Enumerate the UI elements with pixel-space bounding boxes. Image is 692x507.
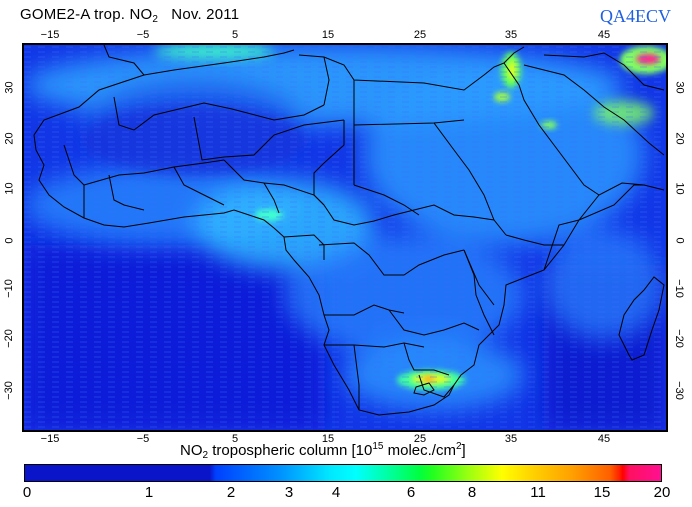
lon-tick-label: 25	[413, 29, 427, 41]
colorbar-tick-label: 0	[22, 484, 32, 501]
lat-tick-label: 20	[673, 132, 686, 145]
lon-tick-label: −15	[40, 433, 60, 445]
colorbar	[24, 464, 662, 482]
colorbar-tick-label: 1	[144, 484, 154, 501]
lat-tick-label: 30	[673, 81, 686, 94]
colorbar-title-text: NO	[180, 442, 203, 459]
colorbar-tick-label: 2	[226, 484, 236, 501]
title-date: Nov. 2011	[171, 6, 240, 23]
lat-tick-label: 30	[3, 81, 16, 94]
lat-tick-label: 10	[3, 182, 16, 195]
lat-tick-label: −20	[2, 329, 15, 348]
lat-tick-label: −20	[672, 329, 685, 348]
lat-tick-label: 10	[673, 182, 686, 195]
lat-tick-label: −10	[672, 279, 685, 298]
lat-tick-label: −10	[2, 279, 15, 298]
colorbar-title: NO2 tropospheric column [1015 molec./cm2…	[180, 441, 466, 461]
lon-tick-label: 35	[504, 29, 518, 41]
colorbar-tick-label: 15	[593, 484, 611, 501]
colorbar-tick-label: 8	[467, 484, 477, 501]
map-title: GOME2-A trop. NO2 Nov. 2011	[20, 6, 239, 25]
title-subscript: 2	[152, 14, 159, 25]
colorbar-tick-label: 3	[284, 484, 294, 501]
lon-tick-label: 5	[231, 433, 239, 445]
lat-tick-label: 0	[3, 237, 16, 244]
no2-map	[22, 43, 668, 432]
colorbar-title-mid: tropospheric column [10	[208, 442, 373, 459]
colorbar-tick-label: 6	[406, 484, 416, 501]
lon-tick-label: 45	[597, 29, 611, 41]
brand-logo: QA4ECV	[600, 6, 671, 26]
colorbar-title-sup: 15	[372, 441, 384, 452]
lon-tick-label: −5	[136, 29, 150, 41]
colorbar-tick-label: 11	[530, 484, 546, 501]
lon-tick-label: 5	[231, 29, 239, 41]
lon-tick-label: −15	[40, 29, 60, 41]
lon-tick-label: 35	[504, 433, 518, 445]
colorbar-tick-label: 4	[331, 484, 341, 501]
lat-tick-label: 0	[673, 237, 686, 244]
country-borders	[33, 45, 665, 416]
colorbar-title-unit: molec./cm	[383, 442, 456, 459]
colorbar-title-end: ]	[461, 442, 466, 459]
lon-tick-label: 25	[413, 433, 427, 445]
colorbar-tick-label: 20	[653, 484, 671, 501]
retrieval-noise	[24, 45, 666, 430]
lat-tick-label: −30	[2, 381, 15, 400]
colorbar-title-unit-sup: 2	[455, 441, 462, 452]
lon-tick-label: −5	[136, 433, 150, 445]
lat-tick-label: −30	[672, 381, 685, 400]
lon-tick-label: 15	[321, 433, 335, 445]
colorbar-title-sub: 2	[202, 450, 209, 461]
lon-tick-label: 15	[321, 29, 335, 41]
lon-tick-label: 45	[597, 433, 611, 445]
lat-tick-label: 20	[3, 132, 16, 145]
title-text: GOME2-A trop. NO	[20, 6, 153, 23]
